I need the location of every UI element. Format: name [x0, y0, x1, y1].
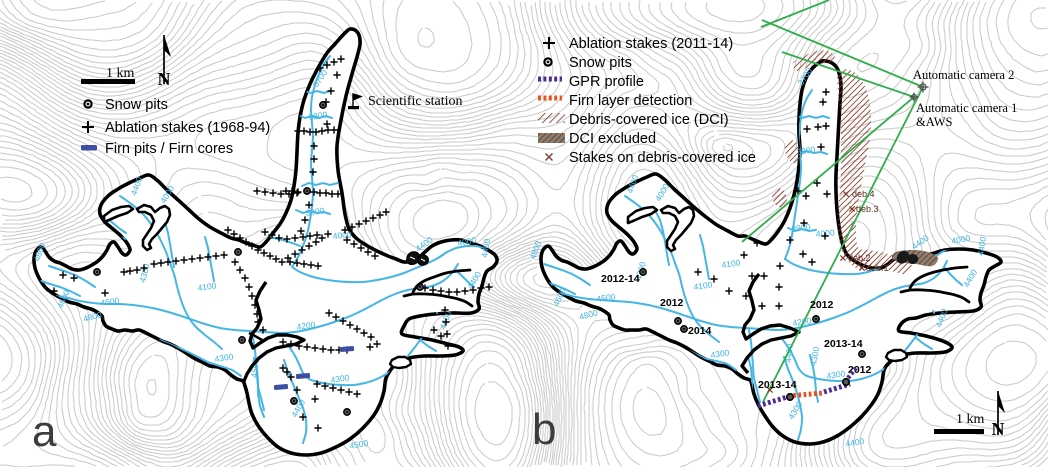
svg-text:Automatic camera 1: Automatic camera 1: [916, 101, 1017, 115]
svg-text:b: b: [532, 405, 556, 454]
svg-text:4300: 4300: [826, 368, 846, 381]
svg-text:N: N: [992, 419, 1005, 439]
svg-text:4400: 4400: [975, 236, 988, 257]
svg-text:DCI excluded: DCI excluded: [569, 131, 656, 147]
svg-text:4100: 4100: [693, 279, 713, 292]
svg-text:Automatic camera 2: Automatic camera 2: [913, 68, 1014, 82]
svg-text:deb.4: deb.4: [852, 189, 875, 199]
svg-text:Snow pits: Snow pits: [569, 55, 632, 71]
svg-text:4000: 4000: [951, 233, 972, 246]
svg-text:4100: 4100: [721, 257, 741, 270]
svg-text:Snow pits: Snow pits: [105, 97, 168, 113]
svg-text:4000: 4000: [457, 235, 478, 248]
svg-text:4400: 4400: [479, 238, 492, 259]
svg-text:3900: 3900: [305, 205, 325, 218]
svg-text:4200: 4200: [296, 319, 316, 332]
svg-text:4800: 4800: [578, 307, 599, 322]
svg-text:2012: 2012: [810, 299, 834, 311]
svg-text:2012: 2012: [848, 364, 872, 376]
svg-text:deb.3: deb.3: [856, 204, 879, 214]
svg-text:3800: 3800: [796, 144, 816, 157]
svg-text:a: a: [32, 407, 57, 456]
svg-text:Scientific station: Scientific station: [368, 94, 462, 109]
svg-text:deb.1: deb.1: [866, 263, 889, 273]
svg-text:4200: 4200: [792, 315, 812, 328]
svg-text:2013-14: 2013-14: [824, 338, 863, 350]
svg-text:4100: 4100: [197, 280, 217, 293]
svg-text:4300: 4300: [808, 346, 821, 367]
svg-text:4500: 4500: [349, 438, 370, 451]
svg-text:4300: 4300: [214, 351, 234, 364]
svg-text:Ablation stakes (1968-94): Ablation stakes (1968-94): [105, 120, 270, 136]
svg-text:4500: 4500: [596, 291, 616, 304]
svg-text:Firn pits / Firn cores: Firn pits / Firn cores: [105, 141, 233, 157]
svg-text:4300: 4300: [710, 347, 730, 360]
svg-text:4500: 4500: [249, 358, 261, 378]
svg-text:Firn layer detection: Firn layer detection: [569, 93, 692, 109]
svg-text:1 km: 1 km: [956, 412, 985, 427]
svg-text:Ablation stakes (2011-14): Ablation stakes (2011-14): [569, 36, 733, 52]
svg-text:GPR profile: GPR profile: [569, 74, 644, 90]
svg-text:1 km: 1 km: [106, 66, 135, 81]
svg-text:3800: 3800: [308, 109, 328, 122]
svg-text:4300: 4300: [330, 372, 350, 385]
svg-text:Debris-covered ice (DCI): Debris-covered ice (DCI): [569, 112, 729, 128]
svg-text:2012: 2012: [660, 297, 684, 309]
svg-text:&AWS: &AWS: [916, 115, 953, 129]
svg-text:deb.2: deb.2: [848, 253, 871, 263]
svg-text:4000: 4000: [332, 229, 352, 241]
svg-text:Stakes on debris-covered ice: Stakes on debris-covered ice: [569, 150, 756, 166]
svg-text:4400: 4400: [845, 436, 866, 449]
svg-text:N: N: [158, 69, 171, 89]
svg-text:2014: 2014: [688, 325, 712, 337]
svg-text:3900: 3900: [791, 221, 811, 234]
svg-text:2012-14: 2012-14: [601, 273, 640, 285]
svg-text:2013-14: 2013-14: [758, 379, 797, 391]
svg-text:4800: 4800: [82, 309, 103, 324]
svg-text:4400: 4400: [783, 343, 795, 363]
svg-text:4500: 4500: [100, 295, 120, 308]
